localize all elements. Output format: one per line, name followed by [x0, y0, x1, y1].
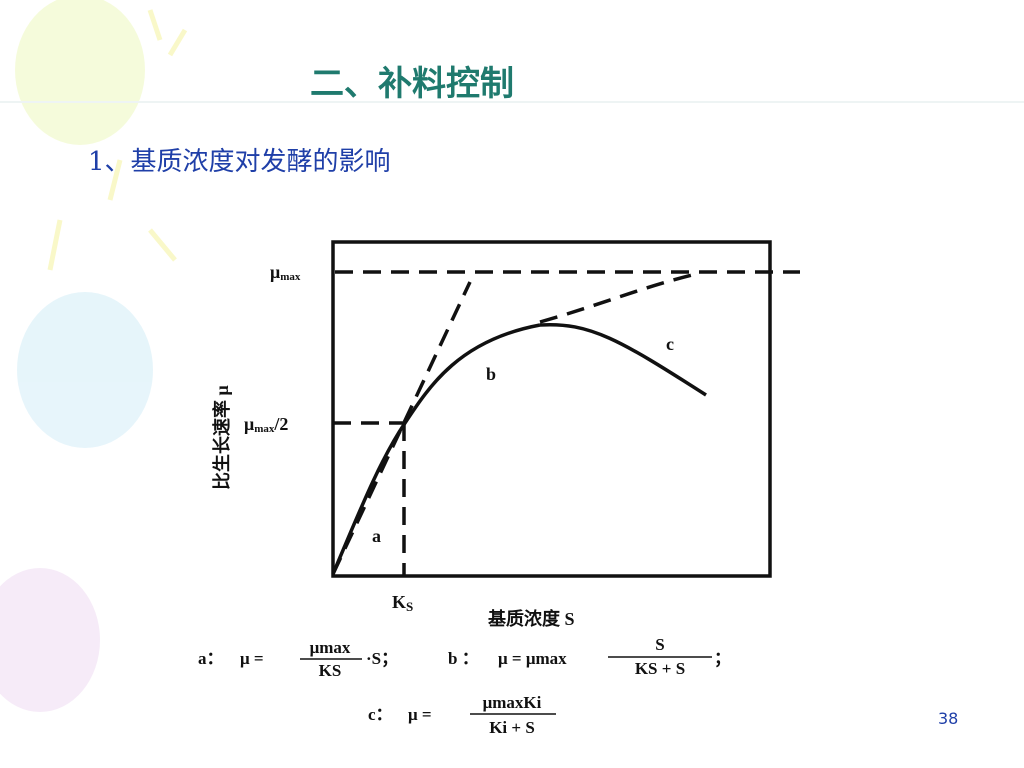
denominator: Ki + S	[489, 718, 535, 737]
denominator: KS + S	[635, 659, 685, 678]
mu-half-label: μmax/2	[244, 414, 288, 435]
page-number: 38	[938, 709, 958, 728]
numerator: μmaxKi	[483, 693, 542, 712]
balloon	[15, 0, 145, 145]
y-axis-label: 比生长速率 μ	[211, 385, 232, 490]
formula-label: c：	[368, 705, 393, 724]
frame	[331, 240, 772, 578]
symbol: μ	[270, 262, 280, 282]
formula-label: a：	[198, 649, 224, 668]
formula-c: c： μ = μmaxKi Ki + S	[368, 693, 556, 737]
formula-suffix: ；	[714, 649, 731, 668]
subtitle: 1、基质浓度对发酵的影响	[88, 147, 391, 177]
numerator: μmax	[310, 638, 351, 657]
curve-a	[331, 281, 472, 575]
formula-b: b ： μ = μmax S KS + S ；	[448, 635, 731, 678]
formula-a: a： μ = μmax KS ·S；	[198, 638, 398, 680]
curve-c	[539, 322, 707, 397]
decoration	[0, 0, 188, 712]
mu-max-label: μmax	[270, 262, 301, 283]
x-axis-label: 基质浓度 S	[487, 608, 575, 629]
formula-lhs: μ =	[240, 649, 264, 668]
symbol: K	[392, 592, 406, 612]
balloon	[0, 568, 100, 712]
formula-suffix: ·S；	[366, 649, 398, 668]
suffix: /2	[273, 414, 288, 434]
formula-lhs: μ = μmax	[498, 649, 567, 668]
denominator: KS	[319, 661, 342, 680]
sparkles	[47, 9, 188, 271]
balloon	[17, 292, 153, 448]
title: 二、补料控制	[310, 64, 514, 104]
formula-label: b ：	[448, 649, 479, 668]
symbol: μ	[244, 414, 254, 434]
subscript: S	[406, 599, 413, 614]
ks-label: KS	[392, 592, 413, 614]
formula-lhs: μ =	[408, 705, 432, 724]
figure: μmax μmax/2 KS a b c 基质浓度 S 比生长速率 μ	[211, 240, 800, 629]
numerator: S	[655, 635, 664, 654]
curve-label: a	[372, 526, 381, 546]
curve-b-asymptote	[539, 273, 693, 324]
subscript: max	[280, 271, 301, 283]
curve-label: b	[486, 364, 496, 384]
curve-label: c	[666, 334, 674, 354]
curve-b	[331, 323, 541, 575]
subscript: max	[254, 423, 275, 435]
